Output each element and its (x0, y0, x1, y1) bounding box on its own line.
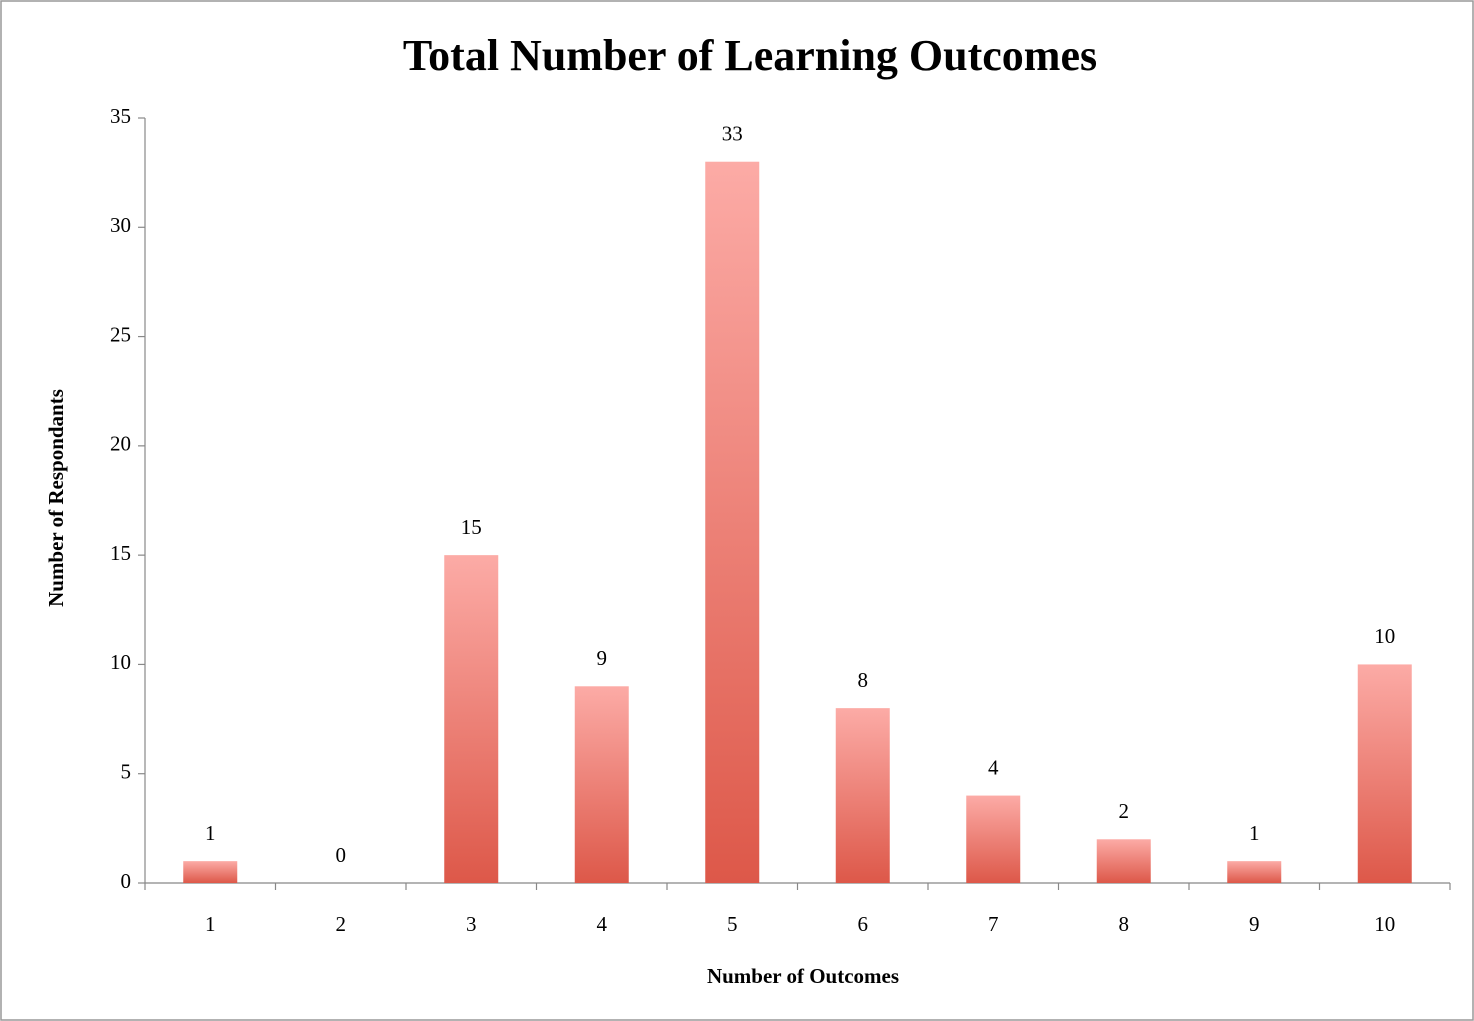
bar (835, 708, 890, 883)
x-tick-label: 4 (597, 912, 608, 936)
data-label: 9 (597, 646, 608, 670)
y-tick-label: 20 (110, 432, 131, 456)
x-tick-label: 8 (1119, 912, 1130, 936)
data-label: 33 (722, 122, 743, 146)
x-tick-label: 9 (1249, 912, 1260, 936)
x-tick-label: 3 (466, 912, 477, 936)
x-tick-label: 7 (988, 912, 999, 936)
y-axis-label: Number of Respondants (44, 389, 68, 607)
data-label: 1 (1249, 821, 1260, 845)
data-label: 1 (205, 821, 216, 845)
bar (183, 861, 238, 883)
y-tick-label: 15 (110, 541, 131, 565)
bar (1096, 839, 1151, 883)
chart-title: Total Number of Learning Outcomes (403, 31, 1097, 80)
y-tick-label: 5 (121, 760, 132, 784)
bar (574, 686, 629, 883)
y-tick-label: 25 (110, 322, 131, 346)
data-label: 10 (1374, 624, 1395, 648)
y-tick-label: 35 (110, 104, 131, 128)
data-label: 15 (461, 515, 482, 539)
x-tick-label: 10 (1374, 912, 1395, 936)
x-tick-label: 1 (205, 912, 216, 936)
y-tick-label: 30 (110, 213, 131, 237)
x-tick-label: 6 (858, 912, 869, 936)
bar (705, 161, 760, 883)
data-label: 8 (858, 668, 869, 692)
x-tick-label: 5 (727, 912, 738, 936)
bar (444, 555, 499, 883)
x-tick-label: 2 (336, 912, 347, 936)
bar (1357, 664, 1412, 883)
data-label: 2 (1119, 799, 1130, 823)
x-axis-label: Number of Outcomes (707, 964, 899, 988)
bar (966, 795, 1021, 883)
y-tick-label: 0 (121, 869, 132, 893)
data-label: 0 (336, 843, 347, 867)
bar (1227, 861, 1282, 883)
data-label: 4 (988, 755, 999, 779)
y-tick-label: 10 (110, 650, 131, 674)
